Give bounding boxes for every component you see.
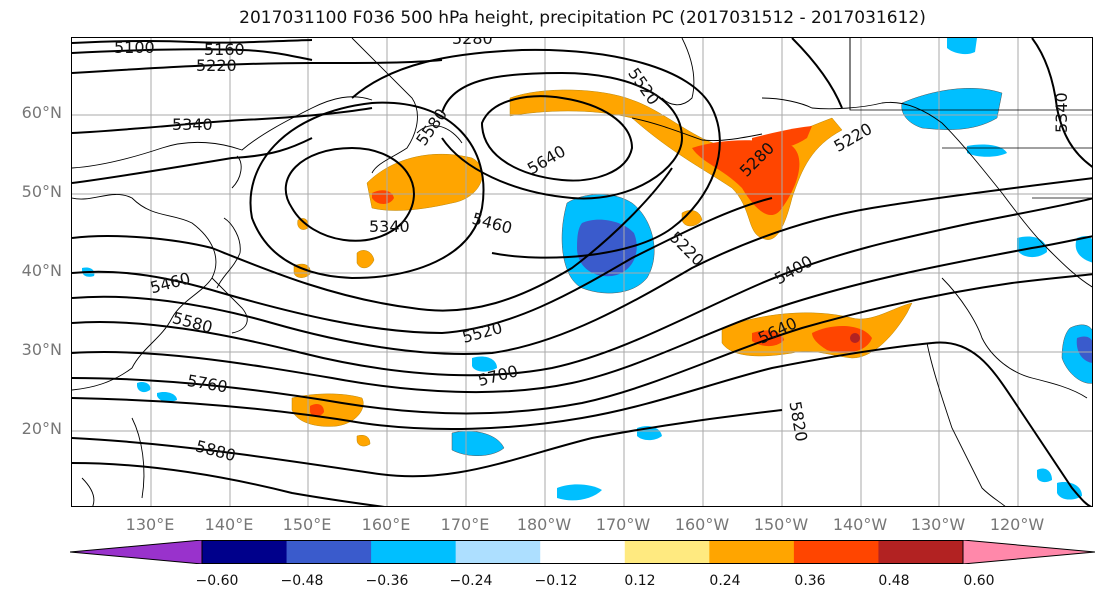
colorbar-cell — [455, 540, 541, 564]
colorbar-cell — [709, 540, 795, 564]
lat-label-30n: 30°N — [21, 340, 62, 359]
contour-label-5160: 5160 — [204, 40, 245, 59]
contour-label-5880: 5880 — [194, 436, 238, 465]
height-contours — [72, 38, 1092, 506]
lon-label-140e: 140°E — [204, 515, 254, 534]
colorbar-extend-high — [962, 540, 1095, 564]
colorbar-tick-neg024: −0.24 — [449, 573, 493, 589]
colorbar-tick-060: 0.60 — [963, 573, 995, 589]
colorbar-tick-036: 0.36 — [794, 573, 826, 589]
colorbar-cell — [793, 540, 879, 564]
lon-label-180w: 180°W — [516, 515, 572, 534]
colorbar-cell — [878, 540, 964, 564]
lon-label-140w: 140°W — [832, 515, 888, 534]
map-panel: 5100 5160 5220 5280 5340 5580 5640 5520 … — [71, 37, 1093, 507]
lon-label-160e: 160°E — [361, 515, 411, 534]
contour-label-5400: 5400 — [771, 252, 816, 289]
contour-label-5340b: 5340 — [369, 217, 410, 236]
colorbar-extend-low — [70, 540, 203, 564]
contour-label-5760: 5760 — [186, 371, 229, 397]
colorbar-cell — [286, 540, 372, 564]
lat-label-50n: 50°N — [21, 182, 62, 201]
map-gridlines — [72, 38, 1092, 506]
contour-label-5340: 5340 — [172, 115, 213, 134]
lon-label-130e: 130°E — [125, 515, 175, 534]
lon-label-120w: 120°W — [989, 515, 1045, 534]
colorbar-cell — [202, 540, 288, 564]
lon-label-130w: 130°W — [910, 515, 966, 534]
colorbar-tick-neg036: −0.36 — [365, 573, 409, 589]
contour-label-5640: 5640 — [524, 141, 569, 178]
precip-negative-fills — [82, 38, 1092, 501]
lon-label-170w: 170°W — [595, 515, 651, 534]
colorbar-cell — [371, 540, 457, 564]
contour-label-5280: 5280 — [452, 38, 493, 48]
colorbar-tick-neg060: −0.60 — [195, 573, 239, 589]
colorbar-tick-neg012: −0.12 — [534, 573, 578, 589]
lat-label-60n: 60°N — [21, 103, 62, 122]
contour-label-5520b: 5520 — [460, 318, 504, 347]
colorbar-tick-neg048: −0.48 — [280, 573, 324, 589]
map-canvas: 5100 5160 5220 5280 5340 5580 5640 5520 … — [72, 38, 1092, 506]
colorbar-cells — [201, 540, 964, 564]
lon-label-160w: 160°W — [674, 515, 730, 534]
borders — [849, 38, 1092, 199]
lat-label-20n: 20°N — [21, 419, 62, 438]
lon-label-150e: 150°E — [282, 515, 332, 534]
contour-label-5580b: 5580 — [170, 308, 214, 337]
coastlines — [72, 38, 1092, 506]
contour-label-5100: 5100 — [114, 38, 155, 57]
contour-label-5820: 5820 — [785, 400, 811, 443]
contour-label-5460: 5460 — [470, 209, 514, 238]
colorbar-cell — [540, 540, 626, 564]
lon-label-150w: 150°W — [753, 515, 809, 534]
colorbar-tick-048: 0.48 — [878, 573, 910, 589]
colorbar — [70, 540, 1095, 564]
contour-label-5340c: 5340 — [1052, 92, 1071, 133]
colorbar-tick-012: 0.12 — [624, 573, 656, 589]
map-title: 2017031100 F036 500 hPa height, precipit… — [239, 8, 926, 28]
lon-label-170e: 170°E — [440, 515, 490, 534]
lat-label-40n: 40°N — [21, 261, 62, 280]
contour-label-5220: 5220 — [196, 56, 237, 75]
colorbar-tick-024: 0.24 — [709, 573, 741, 589]
colorbar-cell — [624, 540, 710, 564]
